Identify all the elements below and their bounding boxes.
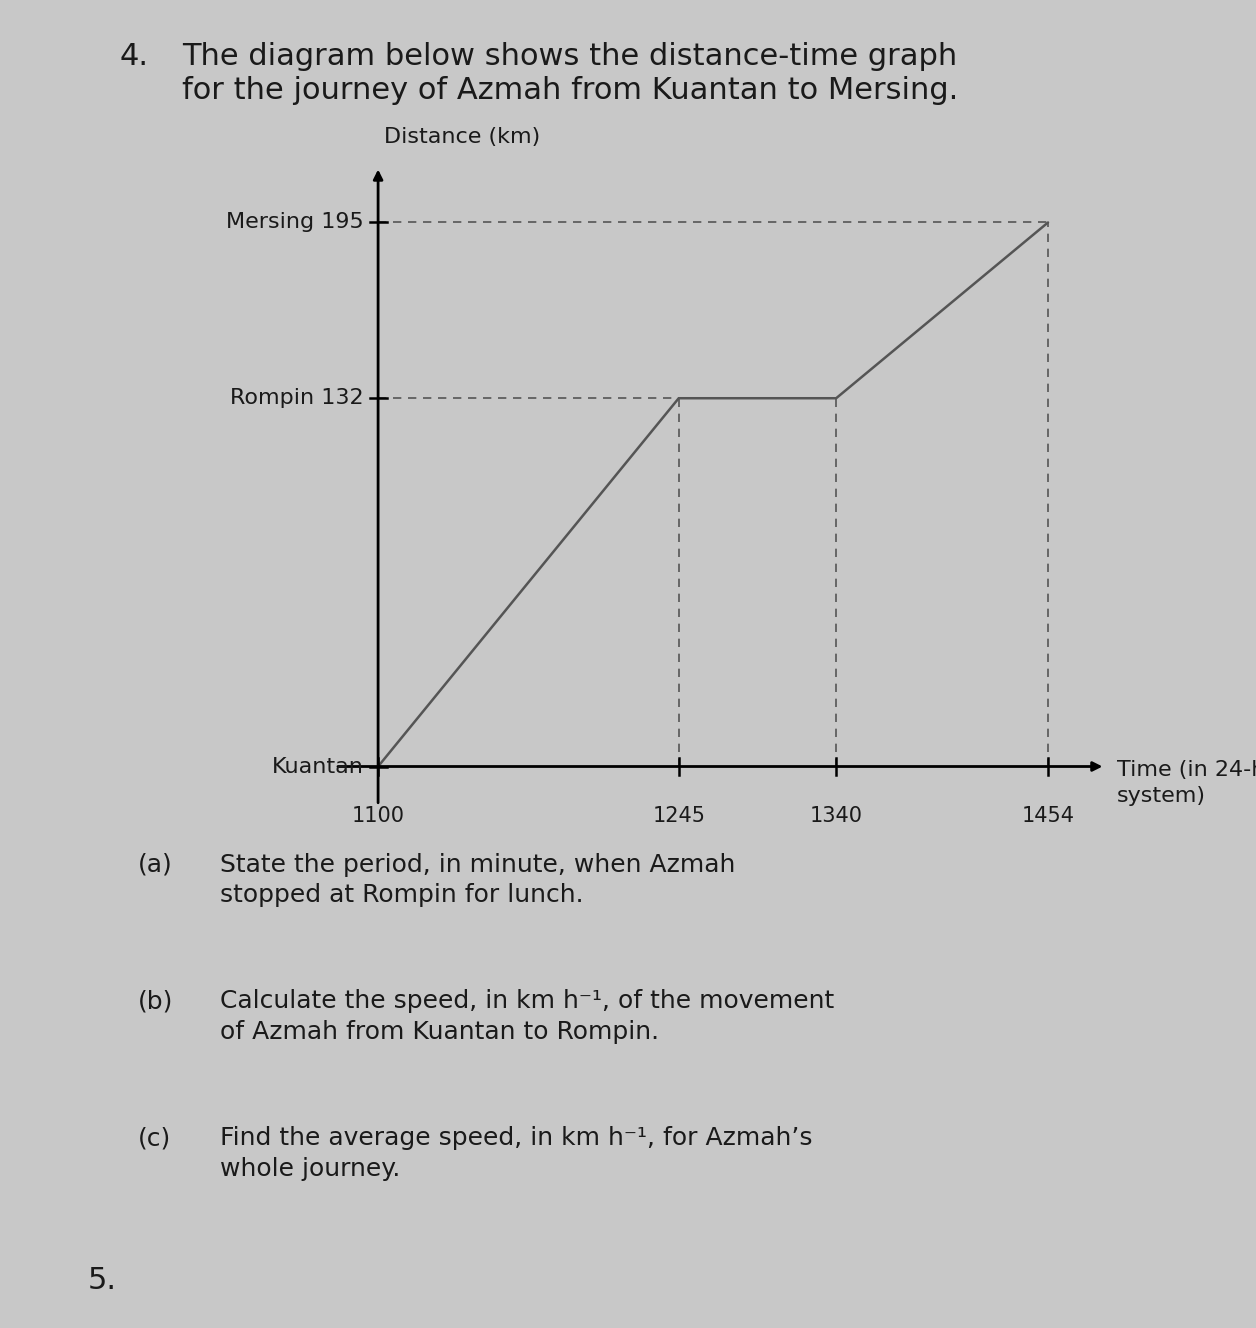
Text: Calculate the speed, in km h⁻¹, of the movement
of Azmah from Kuantan to Rompin.: Calculate the speed, in km h⁻¹, of the m… [220, 989, 834, 1044]
Text: 4.: 4. [119, 42, 148, 72]
Text: Kuantan: Kuantan [271, 757, 364, 777]
Text: (b): (b) [138, 989, 173, 1013]
Text: Rompin 132: Rompin 132 [230, 388, 364, 408]
Text: 5.: 5. [88, 1266, 117, 1295]
Text: Find the average speed, in km h⁻¹, for Azmah’s
whole journey.: Find the average speed, in km h⁻¹, for A… [220, 1126, 813, 1181]
Text: The diagram below shows the distance-time graph
for the journey of Azmah from Ku: The diagram below shows the distance-tim… [182, 42, 958, 105]
Text: Mersing 195: Mersing 195 [226, 212, 364, 232]
Text: Distance (km): Distance (km) [384, 127, 540, 147]
Text: (a): (a) [138, 853, 173, 876]
Text: Time (in 24-hour
system): Time (in 24-hour system) [1117, 760, 1256, 806]
Text: State the period, in minute, when Azmah
stopped at Rompin for lunch.: State the period, in minute, when Azmah … [220, 853, 735, 907]
Text: (c): (c) [138, 1126, 171, 1150]
Text: 1454: 1454 [1021, 806, 1075, 826]
Text: 1245: 1245 [652, 806, 705, 826]
Text: 1100: 1100 [352, 806, 404, 826]
Text: 1340: 1340 [810, 806, 863, 826]
